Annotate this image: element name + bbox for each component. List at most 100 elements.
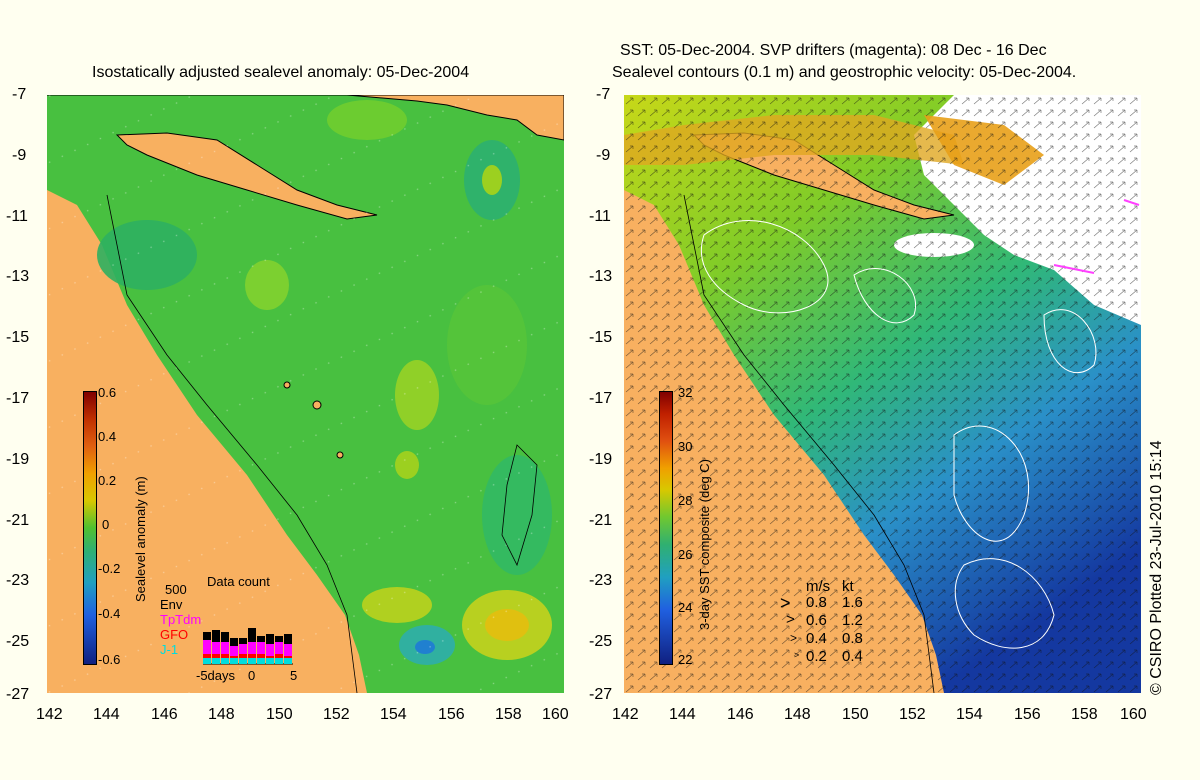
x-tick: 150 xyxy=(842,706,869,723)
velocity-arrows xyxy=(624,95,1141,693)
y-tick: -11 xyxy=(6,208,28,225)
sealevel-contour xyxy=(853,268,917,324)
data-count-bar xyxy=(203,632,211,640)
data-count-bar xyxy=(221,632,229,642)
sst-map[interactable] xyxy=(624,95,1141,693)
right-map-title-line2: Sealevel contours (0.1 m) and geostrophi… xyxy=(612,64,1077,81)
data-count-bar xyxy=(275,658,283,664)
y-tick: -25 xyxy=(589,633,613,650)
data-count-bar xyxy=(221,658,229,664)
y-tick: -15 xyxy=(589,329,613,346)
data-count-bar xyxy=(248,628,256,642)
y-tick: -9 xyxy=(596,147,611,164)
data-count-bar xyxy=(203,658,211,664)
sst-svg xyxy=(624,95,1141,693)
y-tick: -13 xyxy=(589,268,613,285)
legend-tptdm: TpTdm xyxy=(160,612,202,627)
data-count-bar xyxy=(257,654,265,658)
x-tick: 152 xyxy=(899,706,926,723)
x-tick: 150 xyxy=(266,706,293,723)
data-count-xtick: -5days xyxy=(196,668,236,683)
x-tick: 158 xyxy=(495,706,522,723)
data-count-bar xyxy=(230,658,238,664)
colorbar-tick: 0.4 xyxy=(98,429,117,444)
data-count-bar xyxy=(266,644,274,656)
data-count-bar xyxy=(248,658,256,664)
x-tick: 148 xyxy=(784,706,811,723)
sealevel-contour xyxy=(700,220,829,314)
x-tick: 154 xyxy=(380,706,407,723)
colorbar-tick: 28 xyxy=(678,493,693,508)
data-count-bar xyxy=(257,658,265,664)
data-count-bar xyxy=(212,654,220,658)
data-count-bar xyxy=(239,654,247,658)
velocity-arrow-icon: > xyxy=(790,631,798,645)
x-tick: 156 xyxy=(1014,706,1041,723)
legend-j1: J-1 xyxy=(160,642,179,657)
data-count-bar xyxy=(284,634,292,644)
colorbar-tick: -0.2 xyxy=(98,561,121,576)
sealevel-colorbar xyxy=(83,391,97,665)
x-tick: 148 xyxy=(208,706,235,723)
data-count-bar xyxy=(212,658,220,664)
y-tick: -7 xyxy=(12,86,27,103)
left-map-title: Isostatically adjusted sealevel anomaly:… xyxy=(92,64,470,81)
y-tick: -15 xyxy=(6,329,30,346)
sealevel-contour xyxy=(1043,309,1097,374)
data-count-bar xyxy=(239,658,247,664)
velocity-arrow-icon: > xyxy=(786,611,795,628)
colorbar-tick: -0.6 xyxy=(98,652,121,667)
data-count-bar xyxy=(221,642,229,654)
velocity-ms: 0.6 xyxy=(806,612,827,629)
colorbar-tick: 0.2 xyxy=(98,473,117,488)
y-tick: -19 xyxy=(589,451,613,468)
x-tick: 158 xyxy=(1071,706,1098,723)
sealevel-anomaly-svg xyxy=(47,95,564,693)
velocity-arrow-icon: > xyxy=(794,650,800,660)
y-tick: -7 xyxy=(596,86,611,103)
track-dots xyxy=(47,95,564,693)
x-tick: 156 xyxy=(438,706,465,723)
velocity-ms: 0.4 xyxy=(806,630,827,647)
data-count-bar xyxy=(257,636,265,642)
right-map-title-line1: SST: 05-Dec-2004. SVP drifters (magenta)… xyxy=(620,42,1047,59)
colorbar-tick: 24 xyxy=(678,600,693,615)
drifter-track xyxy=(1053,264,1095,274)
colorbar-tick: 0.6 xyxy=(98,385,117,400)
drifter-track xyxy=(1123,199,1140,206)
sst-colorbar-label: 3-day SST composite (deg C) xyxy=(697,459,712,630)
shelf-contour xyxy=(683,194,935,693)
velocity-kt: 1.6 xyxy=(842,594,863,611)
data-count-bar xyxy=(257,642,265,654)
data-count-xtick: 0 xyxy=(248,668,256,683)
x-tick: 144 xyxy=(669,706,696,723)
sealevel-contour xyxy=(954,558,1055,649)
colorbar-tick: 32 xyxy=(678,385,693,400)
x-tick: 154 xyxy=(956,706,983,723)
y-tick: -21 xyxy=(6,512,30,529)
velocity-key-header-kt: kt xyxy=(842,578,854,595)
y-tick: -19 xyxy=(6,451,30,468)
velocity-kt: 0.8 xyxy=(842,630,863,647)
y-tick: -27 xyxy=(589,686,613,703)
data-count-bar xyxy=(284,656,292,658)
y-tick: -17 xyxy=(589,390,613,407)
velocity-arrow-icon: > xyxy=(780,593,791,613)
sealevel-anomaly-map[interactable] xyxy=(47,95,564,693)
data-count-bar xyxy=(221,654,229,658)
data-count-bar xyxy=(284,658,292,664)
legend-gfo: GFO xyxy=(160,627,189,642)
credit-label: © CSIRO Plotted 23-Jul-2010 15:14 xyxy=(1148,440,1165,695)
data-count-bar xyxy=(248,642,256,654)
x-tick: 142 xyxy=(36,706,63,723)
y-tick: -23 xyxy=(589,572,613,589)
velocity-kt: 1.2 xyxy=(842,612,863,629)
y-tick: -17 xyxy=(6,390,30,407)
data-count-bar xyxy=(212,642,220,654)
colorbar-tick: 30 xyxy=(678,439,693,454)
data-count-xtick: 5 xyxy=(290,668,298,683)
velocity-key-header-ms: m/s xyxy=(806,578,831,595)
data-count-bar xyxy=(230,656,238,658)
reef-contour xyxy=(501,444,538,567)
data-count-bar-group xyxy=(203,628,292,664)
